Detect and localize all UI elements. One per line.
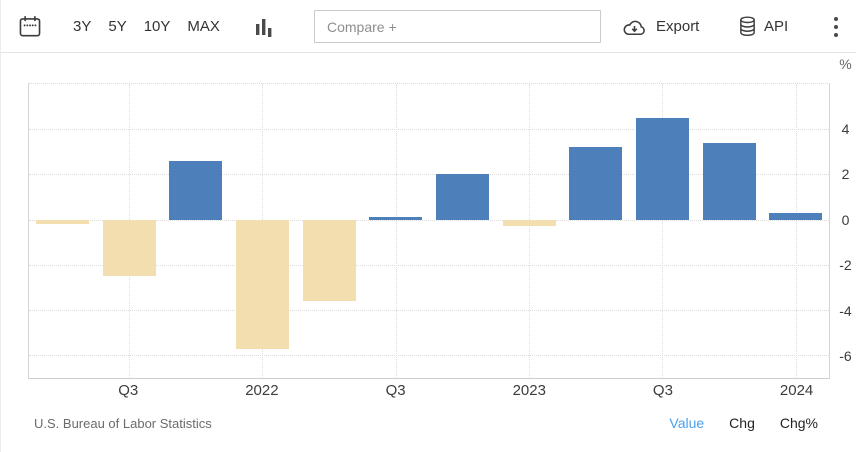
calendar-icon	[19, 16, 41, 37]
bar[interactable]	[169, 160, 223, 220]
plot-area	[28, 83, 830, 379]
gridline-vertical	[662, 84, 664, 378]
bar[interactable]	[702, 142, 756, 220]
range-button-3y[interactable]: 3Y	[73, 18, 92, 35]
mode-link-chgpct[interactable]: Chg%	[779, 415, 818, 431]
gridline-vertical	[529, 84, 530, 378]
mode-link-value[interactable]: Value	[669, 415, 705, 431]
bar[interactable]	[102, 219, 156, 277]
x-tick-label: 2023	[512, 382, 546, 399]
bar[interactable]	[235, 219, 289, 349]
toolbar: 3Y 5Y 10Y MAX Export	[1, 0, 856, 53]
gridline-horizontal	[29, 219, 829, 221]
mode-link-chg[interactable]: Chg	[729, 415, 755, 431]
api-button[interactable]: API	[738, 10, 788, 43]
kebab-menu-icon	[834, 16, 838, 37]
compare-field-wrap	[314, 10, 601, 43]
bar[interactable]	[35, 219, 89, 225]
x-axis: Q3 2022 Q3 2023 Q3 2024	[28, 382, 830, 400]
bar[interactable]	[569, 147, 623, 220]
y-tick-label: -4	[839, 302, 852, 319]
y-axis: 4 2 0 -2 -4 -6	[834, 83, 856, 379]
chart-footer: U.S. Bureau of Labor Statistics Value Ch…	[1, 415, 856, 431]
range-button-5y[interactable]: 5Y	[108, 18, 127, 35]
bar[interactable]	[502, 219, 556, 227]
x-tick-label: Q3	[385, 382, 406, 399]
y-tick-label: -2	[839, 257, 852, 274]
database-icon	[740, 16, 755, 37]
y-tick-label: 4	[841, 120, 850, 137]
compare-input[interactable]	[314, 10, 601, 43]
chart-type-button[interactable]	[250, 13, 278, 41]
calendar-button[interactable]	[14, 11, 46, 43]
x-tick-label: Q3	[118, 382, 139, 399]
gridline-horizontal	[29, 129, 829, 131]
range-button-max[interactable]: MAX	[187, 18, 220, 35]
bar[interactable]	[369, 217, 423, 220]
y-tick-label: 0	[841, 211, 850, 228]
gridline-horizontal	[29, 310, 829, 312]
source-attribution: U.S. Bureau of Labor Statistics	[34, 415, 212, 431]
gridline-vertical	[795, 84, 797, 378]
range-button-10y[interactable]: 10Y	[143, 18, 171, 35]
export-label: Export	[656, 18, 700, 35]
overflow-menu-button[interactable]	[824, 10, 848, 43]
bar[interactable]	[769, 212, 823, 220]
chart-area: % 4 2 0 -2 -4 -6 Q3 2022 Q3 2023 Q3 2024 U.S. Bure…	[1, 53, 856, 452]
x-tick-label: Q3	[652, 382, 673, 399]
bar[interactable]	[635, 117, 689, 220]
bar-chart-icon	[256, 19, 272, 37]
bar[interactable]	[435, 174, 489, 220]
x-tick-label: 2022	[245, 382, 279, 399]
series-mode-links: Value Chg Chg%	[669, 415, 818, 431]
cloud-download-icon	[623, 20, 645, 35]
y-axis-unit-label: %	[839, 56, 852, 72]
api-label: API	[764, 18, 789, 35]
x-tick-label: 2024	[779, 382, 814, 399]
gridline-horizontal	[29, 355, 829, 357]
y-tick-label: 2	[841, 166, 850, 183]
export-button[interactable]: Export	[621, 10, 699, 43]
range-buttons: 3Y 5Y 10Y MAX	[72, 0, 221, 53]
bar[interactable]	[302, 219, 356, 302]
gridline-horizontal	[29, 264, 829, 266]
y-tick-label: -6	[839, 348, 852, 365]
gridline-vertical	[395, 84, 397, 378]
gridline-horizontal	[29, 174, 829, 176]
